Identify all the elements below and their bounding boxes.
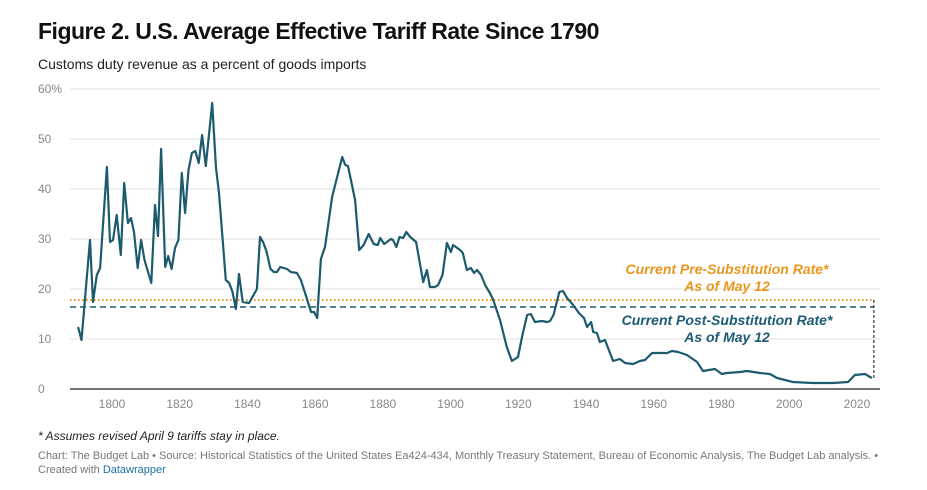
y-tick-label: 0 (38, 382, 45, 396)
y-tick-label: 20 (38, 282, 52, 296)
series-line-tariff-rate (77, 101, 873, 385)
x-tick-label: 1960 (640, 397, 667, 411)
y-tick-label: 40 (38, 182, 52, 196)
y-tick-label: 50 (38, 132, 52, 146)
footnote: * Assumes revised April 9 tariffs stay i… (38, 429, 280, 443)
x-tick-label: 1880 (370, 397, 397, 411)
pre-sub-label-line1: Current Pre-Substitution Rate* (625, 261, 829, 277)
x-tick-label: 1920 (505, 397, 532, 411)
x-tick-label: 1840 (234, 397, 261, 411)
y-tick-label: 10 (38, 332, 52, 346)
x-tick-label: 1820 (166, 397, 193, 411)
x-tick-label: 2020 (844, 397, 871, 411)
chart-plot: 60% 50 40 30 20 10 0 1800 1820 1840 1860 1880 1900 1… (38, 82, 880, 411)
chart-subtitle: Customs duty revenue as a percent of goo… (38, 56, 367, 72)
x-tick-label: 1800 (99, 397, 126, 411)
x-tick-label: 2000 (776, 397, 803, 411)
x-tick-label: 1940 (573, 397, 600, 411)
x-tick-label: 1860 (302, 397, 329, 411)
pre-sub-label-line2: As of May 12 (683, 278, 770, 294)
source-note: Chart: The Budget Lab • Source: Historic… (38, 449, 898, 477)
datawrapper-link[interactable]: Datawrapper (102, 464, 166, 476)
y-tick-label: 60% (38, 82, 62, 96)
y-tick-label: 30 (38, 232, 52, 246)
x-tick-label: 1980 (708, 397, 735, 411)
post-sub-label-line2: As of May 12 (683, 329, 770, 345)
x-tick-label: 1900 (437, 397, 464, 411)
post-sub-label-line1: Current Post-Substitution Rate* (622, 312, 833, 328)
source-text: Chart: The Budget Lab • Source: Historic… (38, 450, 879, 476)
chart-title: Figure 2. U.S. Average Effective Tariff … (38, 18, 599, 44)
